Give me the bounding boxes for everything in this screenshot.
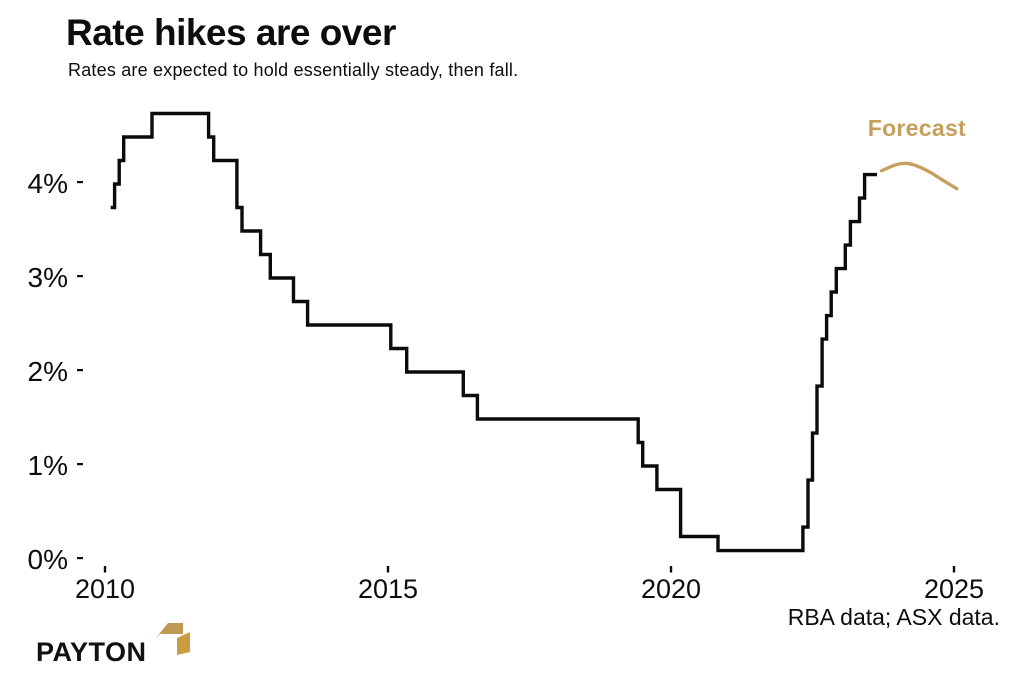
logo-text: PAYTON bbox=[36, 637, 147, 667]
y-tick-label: 2% bbox=[27, 356, 68, 387]
x-tick-mark bbox=[386, 566, 390, 573]
y-tick-mark bbox=[77, 181, 83, 184]
y-tick-mark bbox=[77, 463, 83, 466]
y-tick-mark bbox=[77, 369, 83, 372]
y-tick-mark bbox=[77, 275, 83, 278]
logo: PAYTON bbox=[36, 637, 147, 677]
x-tick-mark bbox=[669, 566, 673, 573]
forecast-line bbox=[879, 161, 959, 191]
y-tick-label: 1% bbox=[27, 450, 68, 481]
axis-ticks bbox=[77, 181, 956, 573]
source-caption: RBA data; ASX data. bbox=[787, 604, 1000, 630]
x-tick-label: 2015 bbox=[357, 574, 419, 604]
chart-title: Rate hikes are over bbox=[66, 12, 396, 53]
y-tick-label: 3% bbox=[27, 262, 68, 293]
x-tick-mark bbox=[103, 566, 107, 573]
x-tick-mark bbox=[952, 566, 956, 573]
cash-rate-line bbox=[110, 111, 877, 553]
logo-arrow-top-piece bbox=[155, 623, 183, 639]
logo-arrow-icon bbox=[155, 623, 190, 655]
logo-arrow-right-piece bbox=[177, 632, 190, 655]
x-tick-label: 2020 bbox=[640, 574, 702, 604]
y-tick-label: 0% bbox=[27, 544, 68, 575]
y-tick-label: 4% bbox=[27, 168, 68, 199]
x-tick-label: 2025 bbox=[923, 574, 985, 604]
y-tick-mark bbox=[77, 557, 83, 560]
chart-subtitle: Rates are expected to hold essentially s… bbox=[68, 60, 519, 80]
x-tick-label: 2010 bbox=[74, 574, 136, 604]
forecast-label: Forecast bbox=[867, 115, 966, 141]
